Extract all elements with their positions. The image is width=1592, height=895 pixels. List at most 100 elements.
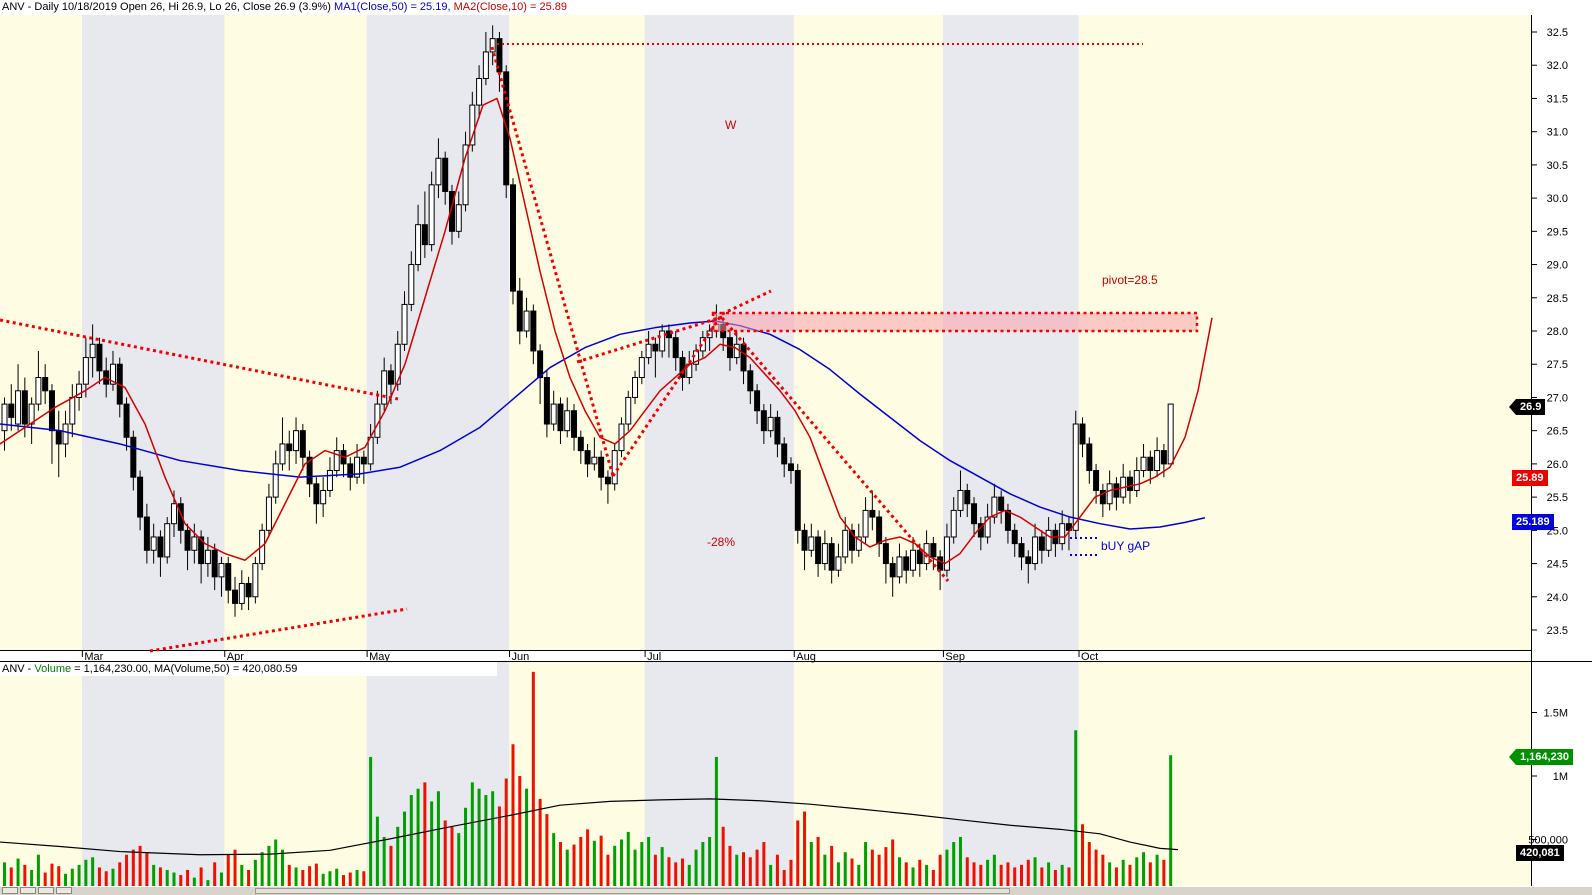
candle-body [910, 549, 917, 571]
candle-body [469, 104, 476, 146]
candle-body [42, 377, 49, 392]
candle-body [991, 496, 998, 518]
volume-bar [335, 868, 339, 886]
candle-body [313, 483, 320, 505]
candle-body [150, 536, 157, 551]
volume-bar [1081, 824, 1085, 886]
candle-body [1025, 556, 1032, 565]
volume-bar [97, 867, 101, 886]
volume-bar [240, 864, 244, 886]
price-tick-label: 27.0 [1547, 392, 1568, 404]
volume-bar [70, 868, 74, 886]
volume-bar [1067, 867, 1071, 886]
candle-body [516, 290, 523, 332]
candle-body [455, 204, 462, 232]
candle-body [489, 38, 496, 53]
candle-body [564, 410, 571, 432]
volume-bar [565, 849, 569, 886]
scrollbar-thumb[interactable] [255, 888, 1010, 894]
candle-body [1079, 423, 1086, 445]
volume-bar [253, 859, 257, 886]
volume-bar [375, 816, 379, 886]
scrollbar-button[interactable] [38, 887, 54, 894]
volume-bar [64, 873, 68, 886]
candle-body [530, 310, 537, 352]
candle-body [957, 489, 964, 511]
candle-body [225, 563, 232, 591]
volume-bar [938, 854, 942, 886]
volume-bar [884, 847, 888, 886]
volume-bar [952, 842, 956, 886]
candle-body [584, 450, 591, 465]
volume-bar [301, 869, 305, 886]
candle-body [903, 556, 910, 571]
volume-bar [619, 839, 623, 886]
candle-body [774, 416, 781, 445]
candle-body [808, 536, 815, 551]
buy-gap-annotation: bUY gAP [1101, 539, 1151, 553]
candle-body [842, 529, 849, 558]
scrollbar-button[interactable] [56, 887, 72, 894]
volume-bar [864, 842, 868, 886]
candle-body [1126, 476, 1133, 491]
volume-bar [1114, 867, 1118, 886]
volume-bar [708, 836, 712, 886]
candle-body [1140, 456, 1147, 472]
volume-bar [118, 862, 122, 886]
volume-bar [457, 833, 461, 886]
volume-bar [91, 857, 95, 886]
candle-body [1133, 470, 1140, 491]
scrollbar-button[interactable] [2, 887, 18, 894]
candle-body [354, 456, 361, 478]
candle-body [950, 509, 957, 538]
price-tick-label: 30.5 [1547, 160, 1568, 172]
volume-bar [274, 839, 278, 886]
volume-bar [145, 852, 149, 886]
scrollbar-button[interactable] [20, 887, 36, 894]
candle-body [306, 456, 313, 485]
volume-word: Volume [34, 663, 72, 675]
candle-body [218, 563, 225, 578]
candle-body [21, 390, 28, 425]
candle-body [849, 529, 855, 551]
volume-bar [226, 854, 230, 886]
horizontal-scrollbar[interactable] [0, 887, 1592, 895]
candle-body [265, 496, 272, 531]
ma50-price-label: 25.189 [1512, 514, 1554, 530]
volume-bar [477, 788, 481, 886]
candle-body [326, 470, 333, 491]
month-label: Jun [512, 651, 530, 663]
volume-bar [36, 854, 40, 886]
last-price-label: 26.9 [1508, 399, 1546, 415]
volume-bar [308, 866, 312, 886]
candle-body [1032, 536, 1039, 565]
volume-bar [43, 872, 47, 886]
candle-body [760, 410, 767, 432]
candle-body [415, 224, 422, 266]
volume-bar [1142, 852, 1146, 886]
price-tick-label: 27.5 [1547, 359, 1568, 371]
candle-body [381, 370, 388, 405]
volume-ma-line [0, 798, 1179, 856]
volume-bar [280, 849, 284, 886]
candle-body [245, 582, 252, 598]
volume-bar [986, 859, 990, 886]
volume-bar [57, 866, 61, 886]
volume-bar [992, 854, 996, 886]
trendline [0, 318, 399, 401]
candle-body [177, 503, 184, 531]
price-tick-label: 32.0 [1547, 60, 1568, 72]
volume-bar [206, 880, 210, 886]
volume-bar [104, 871, 108, 886]
volume-bar [260, 852, 264, 886]
volume-bar [267, 845, 271, 886]
candle-body [740, 343, 747, 372]
volume-values-text: = 1,164,230.00, MA(Volume,50) = 420,080.… [71, 663, 298, 675]
volume-bar [714, 756, 718, 886]
candle-body [69, 396, 76, 425]
candle-body [889, 563, 896, 578]
candle-body [964, 489, 971, 505]
volume-bar [592, 840, 596, 886]
volume-bar [443, 820, 447, 886]
